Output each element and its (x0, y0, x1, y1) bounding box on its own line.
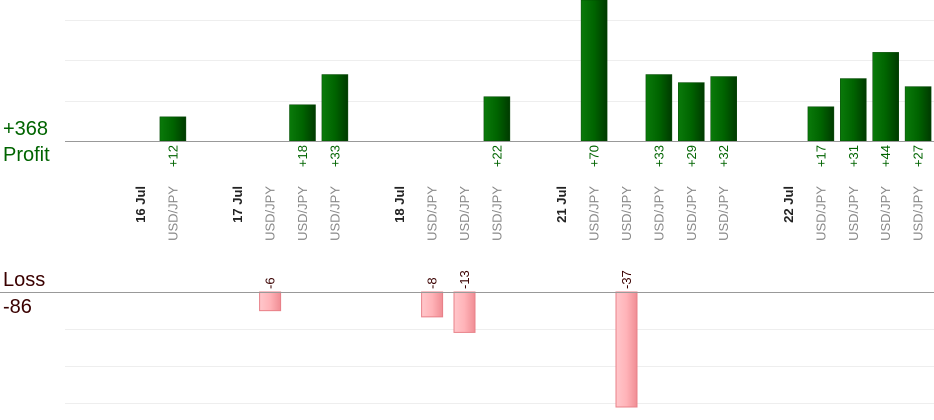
date-label: 22 Jul (781, 186, 796, 223)
profit-bar (483, 96, 511, 142)
date-label: 21 Jul (554, 186, 569, 223)
trade-symbol-label: USD/JPY (489, 186, 504, 241)
loss-bar (615, 291, 638, 408)
trade-symbol-label: USD/JPY (846, 186, 861, 241)
profit-bar (840, 78, 867, 142)
loss-value-label: -37 (619, 270, 634, 289)
loss-total: -86 (3, 296, 32, 318)
profit-bar (321, 74, 349, 142)
trade-symbol-label: USD/JPY (327, 186, 342, 241)
profit-bar (904, 86, 932, 142)
trade-symbol-label: USD/JPY (587, 186, 602, 241)
loss-label: Loss (3, 269, 46, 291)
profit-bar (872, 52, 899, 142)
trade-symbol-label: USD/JPY (619, 186, 634, 241)
trade-symbol-label: USD/JPY (878, 186, 893, 241)
profit-total: +368 (3, 118, 49, 140)
trade-symbol-label: USD/JPY (911, 186, 926, 241)
profit-bar (710, 76, 737, 142)
profit-bar (645, 74, 673, 142)
date-label: 18 Jul (392, 186, 407, 223)
profit-value-label: +70 (587, 145, 602, 167)
loss-value-label: -13 (457, 270, 472, 289)
trade-symbol-label: USD/JPY (425, 186, 440, 241)
profit-value-label: +18 (295, 145, 310, 167)
profit-value-label: +22 (489, 145, 504, 167)
profit-bar (159, 116, 187, 142)
trade-symbol-label: USD/JPY (457, 186, 472, 241)
profit-value-label: +29 (684, 145, 699, 167)
profit-bar (678, 82, 705, 142)
profit-value-label: +44 (878, 145, 893, 167)
profit-label: Profit (3, 144, 50, 166)
trade-symbol-label: USD/JPY (651, 186, 666, 241)
profit-value-label: +17 (813, 145, 828, 167)
trade-symbol-label: USD/JPY (165, 186, 180, 241)
trade-symbol-label: USD/JPY (263, 186, 278, 241)
profit-bar (807, 106, 835, 142)
trade-symbol-label: USD/JPY (684, 186, 699, 241)
profit-value-label: +12 (165, 145, 180, 167)
loss-value-label: -6 (263, 277, 278, 289)
labels-layer: +12 USD/JPY -6 USD/JPY +18 USD/JPY +33 USD/JPY -… (133, 145, 926, 289)
loss-bar (259, 291, 282, 312)
profit-value-label: +32 (716, 145, 731, 167)
profit-value-label: +33 (651, 145, 666, 167)
profit-bar (580, 0, 608, 142)
date-label: 17 Jul (230, 186, 245, 223)
loss-bar (421, 291, 444, 318)
trade-symbol-label: USD/JPY (716, 186, 731, 241)
profit-value-label: +33 (327, 145, 342, 167)
trade-symbol-label: USD/JPY (813, 186, 828, 241)
profit-bar (289, 104, 316, 142)
loss-value-label: -8 (425, 277, 440, 289)
profit-value-label: +31 (846, 145, 861, 167)
loss-bar (453, 291, 476, 333)
date-label: 16 Jul (133, 186, 148, 223)
trade-symbol-label: USD/JPY (295, 186, 310, 241)
profit-value-label: +27 (911, 145, 926, 167)
